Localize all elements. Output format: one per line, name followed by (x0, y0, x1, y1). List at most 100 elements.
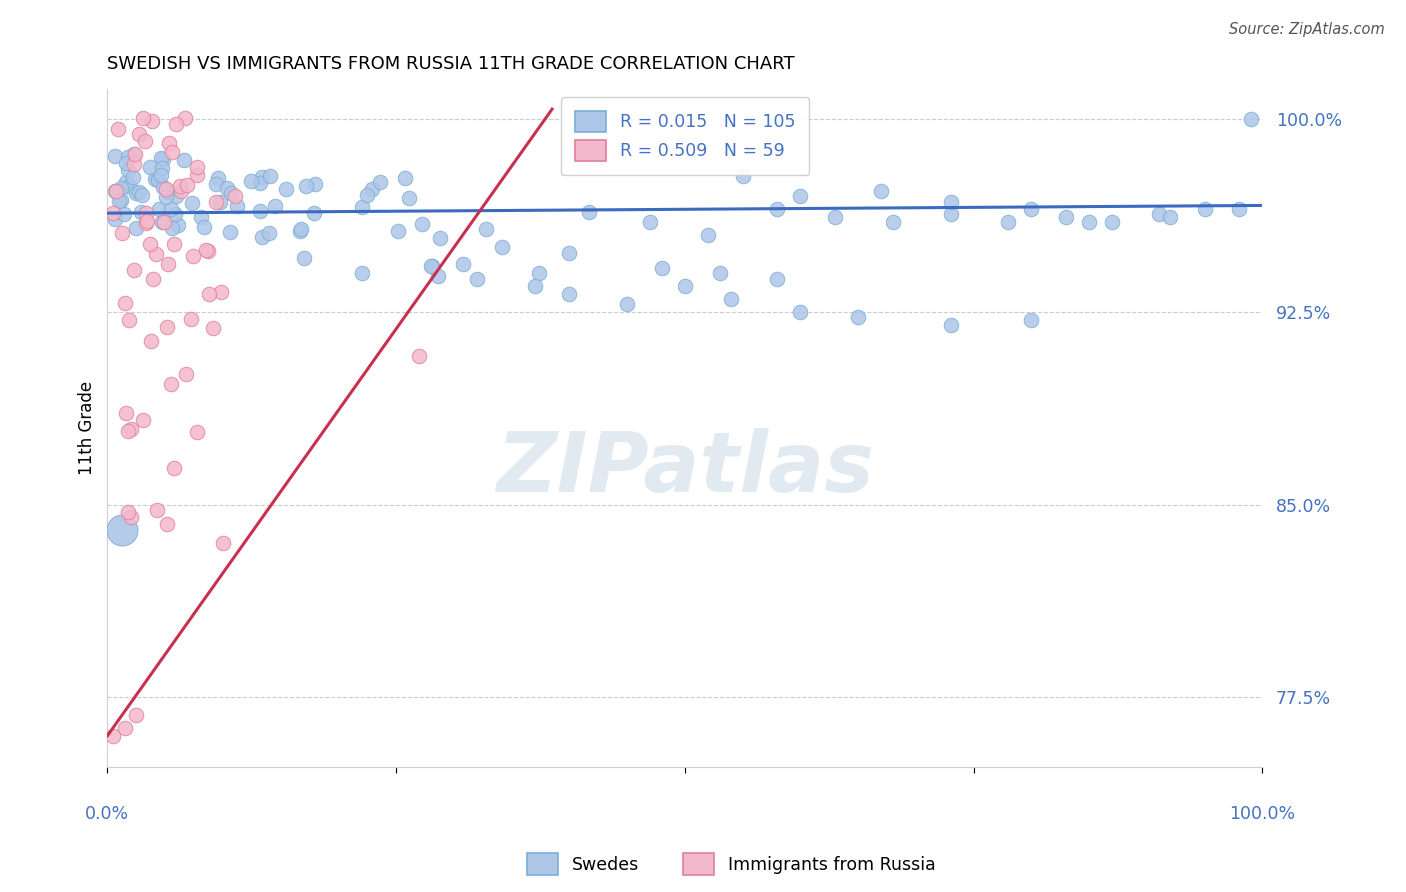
Point (249, 203, 271, 218)
Point (152, 152, 174, 166)
Point (169, 184, 191, 198)
Point (118, 313, 141, 327)
Point (429, 231, 451, 245)
Point (108, 194, 131, 208)
Point (148, 202, 170, 216)
Point (290, 222, 312, 236)
Point (250, 230, 273, 244)
Point (789, 189, 811, 203)
Point (394, 170, 416, 185)
Text: ZIPatlas: ZIPatlas (496, 428, 875, 508)
Point (882, 215, 904, 229)
Point (824, 210, 846, 224)
Point (212, 536, 235, 550)
Point (186, 168, 208, 182)
Point (292, 251, 315, 265)
Point (766, 202, 789, 217)
Point (146, 503, 169, 517)
Point (1021, 202, 1043, 217)
Point (870, 184, 893, 198)
Point (120, 422, 142, 436)
Point (104, 212, 127, 227)
Point (131, 188, 153, 202)
Point (139, 236, 162, 251)
Point (101, 729, 124, 743)
Point (125, 708, 148, 723)
Point (163, 237, 186, 252)
Point (110, 193, 132, 207)
Point (264, 199, 287, 213)
Point (141, 113, 163, 128)
Point (173, 111, 195, 125)
Point (180, 312, 202, 326)
Point (186, 160, 208, 174)
Point (224, 189, 246, 203)
Point (157, 136, 180, 150)
Point (150, 215, 173, 229)
Point (939, 318, 962, 332)
Point (121, 169, 143, 184)
Point (165, 117, 187, 131)
Point (356, 187, 378, 202)
Point (731, 169, 754, 183)
Point (139, 160, 162, 174)
Point (194, 243, 217, 257)
Point (190, 210, 212, 224)
Point (491, 240, 513, 254)
Legend: Swedes, Immigrants from Russia: Swedes, Immigrants from Russia (517, 845, 945, 883)
Point (117, 425, 139, 439)
Point (160, 145, 183, 159)
Point (117, 505, 139, 519)
Point (132, 111, 155, 125)
Point (1101, 215, 1123, 229)
Point (120, 509, 142, 524)
Point (115, 156, 138, 170)
Point (259, 169, 281, 184)
Point (939, 207, 962, 221)
Point (846, 310, 869, 325)
Point (408, 349, 430, 363)
Point (218, 226, 240, 240)
Point (205, 177, 228, 191)
Point (157, 185, 180, 199)
Point (1078, 215, 1101, 229)
Point (165, 207, 187, 221)
Point (142, 272, 165, 286)
Point (111, 524, 134, 538)
Point (128, 127, 150, 141)
Point (183, 249, 205, 263)
Point (150, 161, 173, 175)
Point (118, 179, 141, 194)
Point (225, 199, 247, 213)
Point (110, 181, 132, 195)
Point (114, 175, 136, 189)
Point (219, 186, 242, 200)
Point (697, 227, 720, 242)
Point (673, 279, 696, 293)
Point (304, 206, 326, 220)
Point (1147, 207, 1170, 221)
Point (288, 224, 311, 238)
Point (350, 200, 373, 214)
Point (156, 257, 179, 271)
Point (250, 169, 273, 184)
Point (208, 195, 231, 210)
Point (411, 218, 433, 232)
Point (274, 182, 297, 196)
Text: Source: ZipAtlas.com: Source: ZipAtlas.com (1229, 22, 1385, 37)
Point (114, 406, 136, 420)
Point (135, 214, 157, 228)
Point (117, 151, 139, 165)
Point (295, 179, 318, 194)
Point (125, 186, 148, 200)
Point (368, 175, 391, 189)
Point (112, 206, 135, 220)
Point (1054, 210, 1077, 224)
Point (616, 297, 638, 311)
Point (124, 147, 146, 161)
Point (638, 215, 661, 229)
Point (124, 220, 146, 235)
Point (160, 377, 183, 392)
Point (150, 151, 173, 165)
Point (155, 190, 177, 204)
